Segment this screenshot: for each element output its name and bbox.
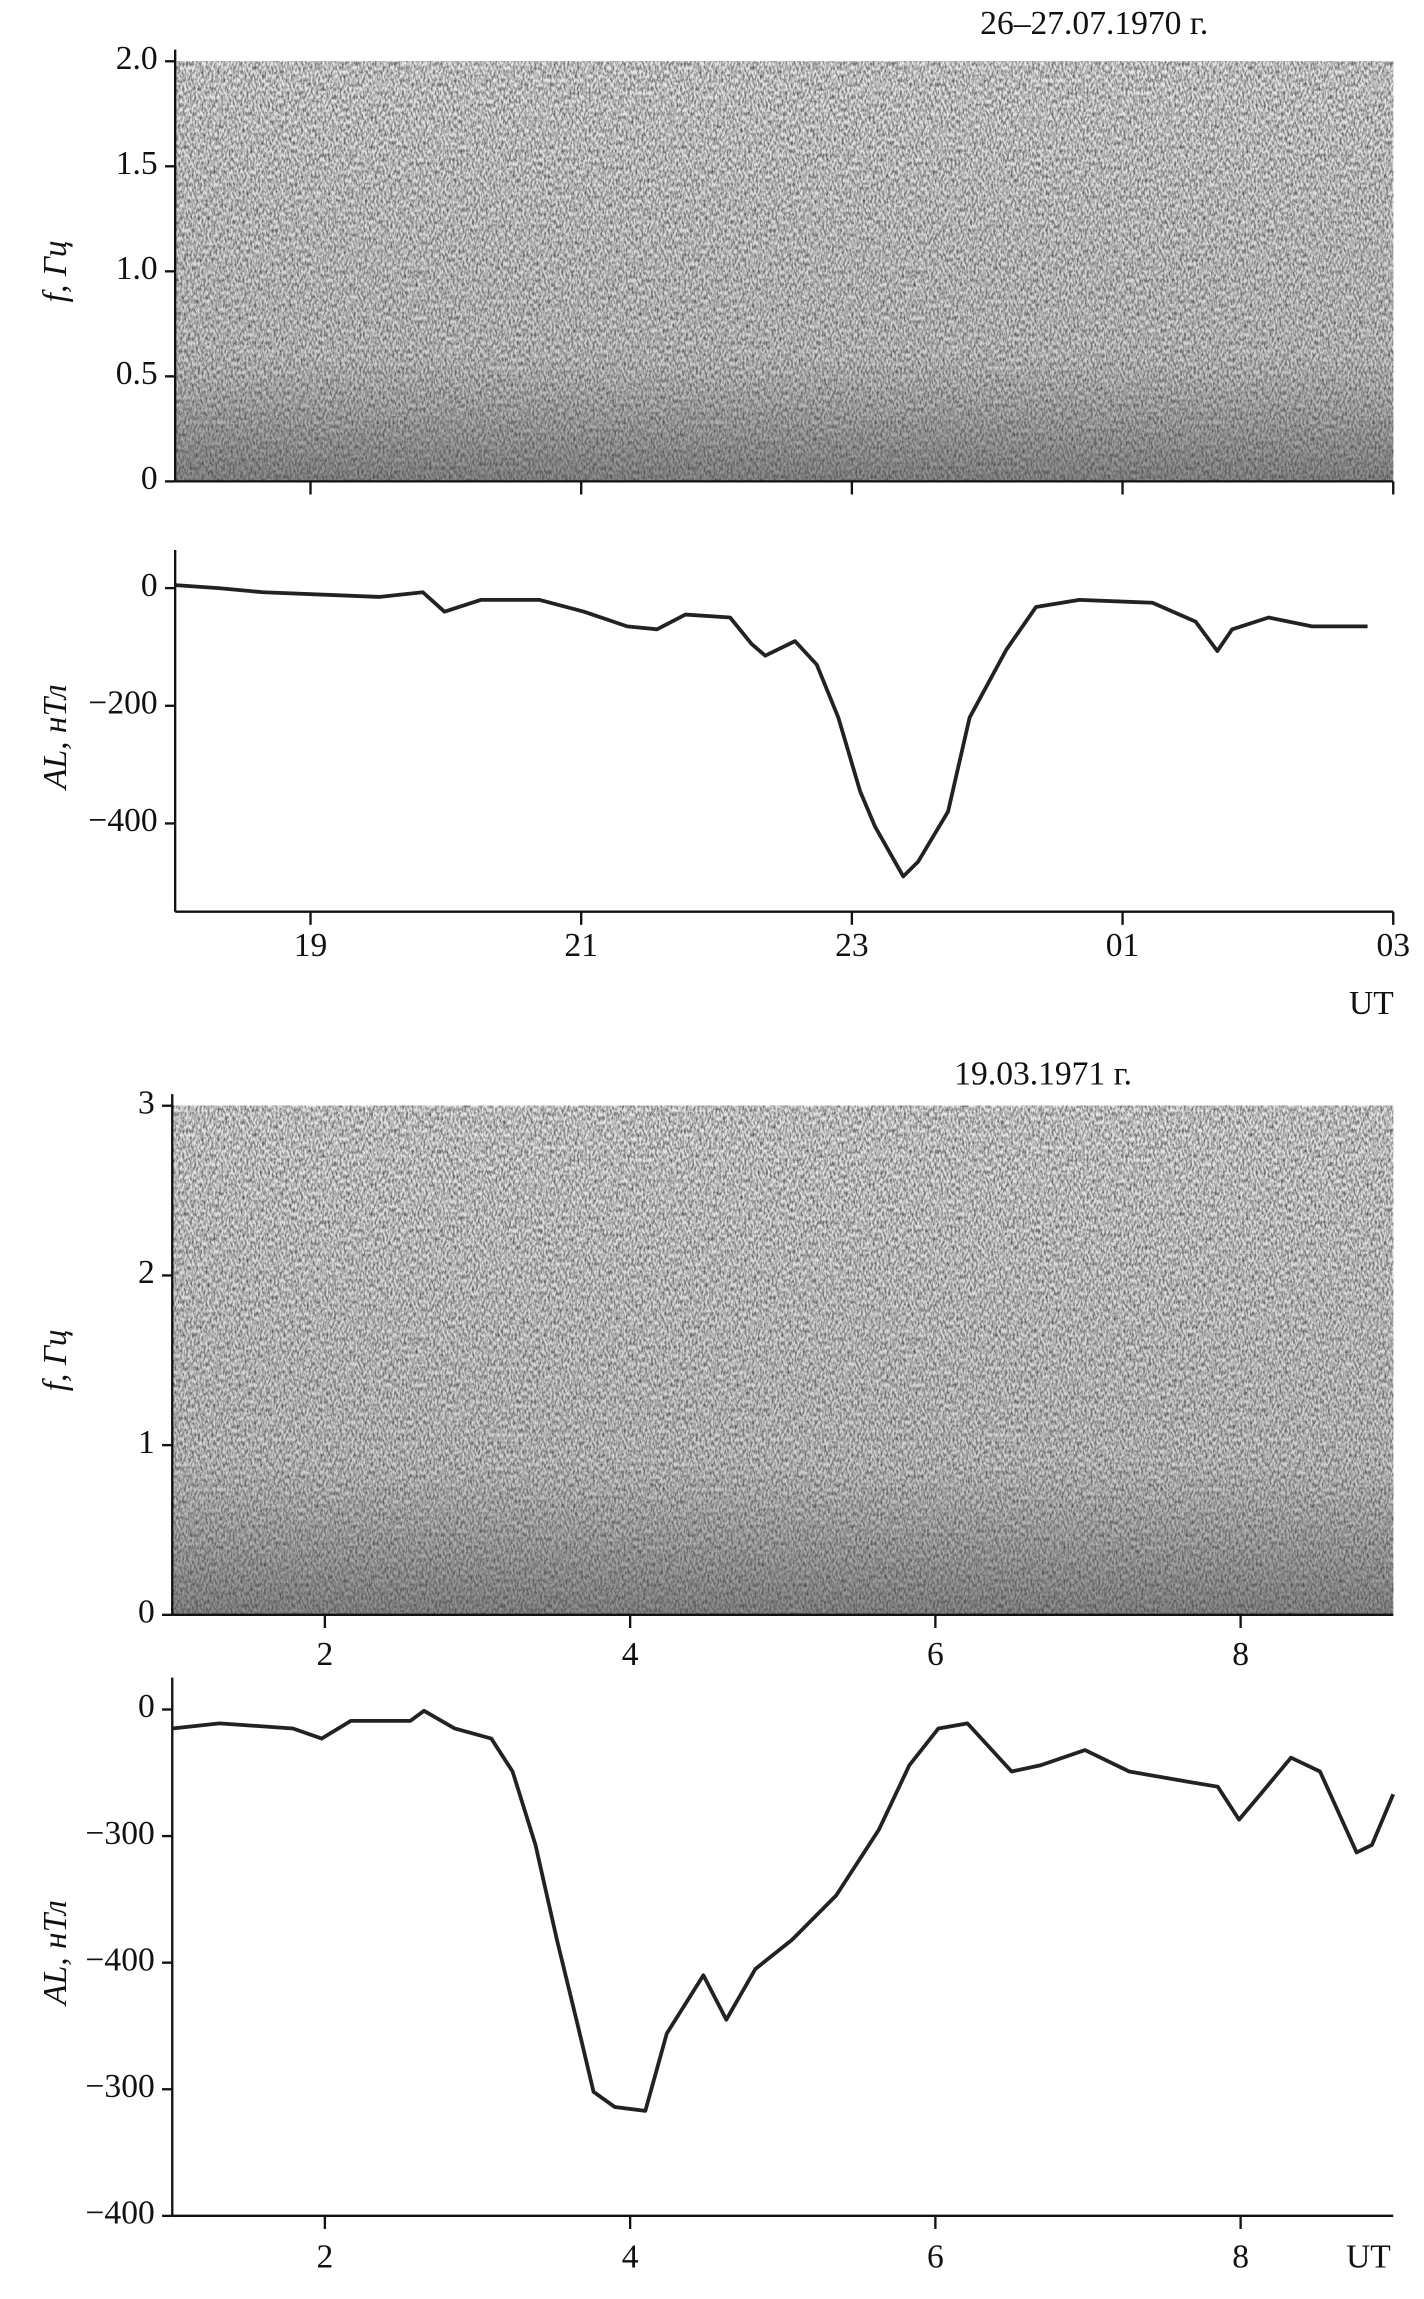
x-tick-label: 8 (1232, 1636, 1249, 1673)
y-tick-label: −400 (88, 802, 157, 839)
y-tick-label: 0 (141, 567, 158, 604)
y-tick-label: −200 (88, 684, 157, 721)
y-tick-label: 1.5 (116, 145, 158, 182)
al-line (175, 583, 1368, 879)
y-tick-label: 0.5 (116, 355, 158, 392)
x-tick-label: 19 (294, 927, 328, 964)
y-axis-title: AL, нТл (37, 684, 74, 791)
x-tick-label: 4 (622, 2238, 639, 2275)
panel-date: 19.03.1971 г. (954, 1055, 1132, 1092)
x-axis-title: UT (1349, 985, 1394, 1022)
x-tick-label: 03 (1376, 927, 1410, 964)
x-tick-label: 6 (927, 2238, 944, 2275)
x-tick-label: 23 (835, 927, 869, 964)
x-axis-title: UT (1346, 2238, 1391, 2275)
x-tick-label: 4 (622, 1636, 639, 1673)
x-tick-label: 21 (564, 927, 598, 964)
x-tick-label: 8 (1232, 2238, 1249, 2275)
y-tick-label: −400 (86, 1941, 155, 1978)
y-tick-label: 0 (138, 1688, 155, 1725)
y-axis-title: f, Гц (37, 240, 74, 302)
spectrogram-shade (175, 61, 1394, 482)
y-tick-label: 2.0 (116, 40, 158, 77)
y-tick-label: −400 (86, 2195, 155, 2232)
panel-date: 26–27.07.1970 г. (980, 5, 1208, 42)
x-tick-label: 01 (1106, 927, 1140, 964)
y-tick-label: 0 (141, 460, 158, 497)
y-tick-label: −300 (86, 2068, 155, 2105)
x-tick-label: 2 (316, 2238, 333, 2275)
y-tick-label: 1.0 (116, 250, 158, 287)
x-tick-label: 2 (316, 1636, 333, 1673)
y-axis-title: AL, нТл (37, 1900, 74, 2007)
y-tick-label: 0 (138, 1594, 155, 1631)
al-line (172, 1708, 1395, 2113)
spectrogram-shade (172, 1105, 1394, 1615)
y-axis-title: f, Гц (37, 1329, 74, 1391)
y-tick-label: −300 (86, 1815, 155, 1852)
y-tick-label: 3 (138, 1084, 155, 1121)
y-tick-label: 1 (138, 1424, 155, 1461)
y-tick-label: 2 (138, 1254, 155, 1291)
x-tick-label: 6 (927, 1636, 944, 1673)
